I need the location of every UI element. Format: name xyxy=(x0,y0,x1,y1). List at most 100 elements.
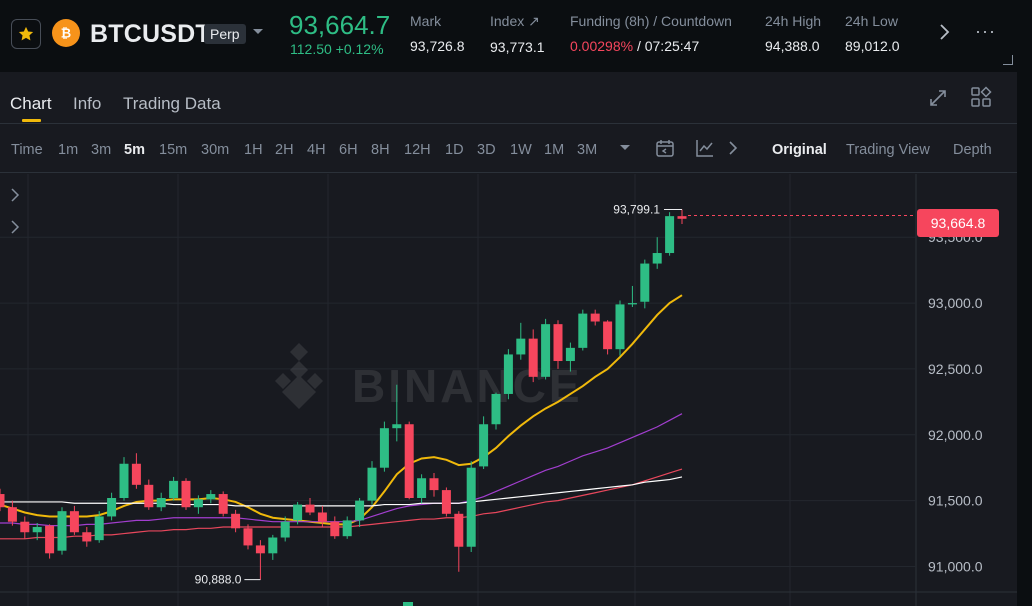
candle-body xyxy=(293,504,303,521)
ticker-header: ₿ BTCUSDT Perp 93,664.7 112.50 +0.12% Ma… xyxy=(0,0,1032,68)
chart-panel: Chart Info Trading Data Time 1m 3m 5m 15… xyxy=(0,72,1017,606)
price-tick-label: 91,000.0 xyxy=(928,558,983,574)
fullscreen-icon[interactable] xyxy=(928,88,948,108)
candle-body xyxy=(565,347,575,362)
index-price-stat[interactable]: Index ↗ 93,773.1 xyxy=(490,13,545,55)
tab-chart[interactable]: Chart xyxy=(10,94,52,113)
high-value: 94,388.0 xyxy=(765,38,820,54)
candle-body xyxy=(429,478,439,491)
mark-label: Mark xyxy=(410,13,442,29)
candle-body xyxy=(243,528,253,546)
volume-hint xyxy=(403,602,413,606)
index-value: 93,773.1 xyxy=(490,39,545,55)
chevron-right-icon[interactable] xyxy=(10,220,20,234)
timeframe-5m[interactable]: 5m xyxy=(124,142,145,158)
funding-label: Funding (8h) / Countdown xyxy=(570,13,732,29)
price-tick-label: 91,500.0 xyxy=(928,493,983,509)
timeframe-8h[interactable]: 8H xyxy=(371,142,390,158)
mark-value: 93,726.8 xyxy=(410,38,465,54)
candle-body xyxy=(479,424,489,467)
candle-body xyxy=(82,532,92,542)
candle-body xyxy=(280,521,290,538)
candle-body xyxy=(218,494,228,514)
candle-body xyxy=(45,525,55,554)
candle-body xyxy=(69,511,79,533)
candle-body xyxy=(156,498,166,508)
timeframe-1m[interactable]: 1m xyxy=(58,142,79,158)
timeframe-1w[interactable]: 1W xyxy=(510,142,532,158)
price-chart[interactable]: BINANCE 93,500.0 93,000.0 92,500.0 92,000.0… xyxy=(0,174,1017,606)
candle-body xyxy=(169,480,179,498)
layout-icon[interactable] xyxy=(970,86,992,108)
candle-body xyxy=(640,263,650,302)
binance-logo-icon xyxy=(275,343,323,409)
candlestick-chart[interactable]: BINANCE 93,500.093,000.092,500.092,000.0… xyxy=(0,174,1017,606)
chevron-right-icon[interactable] xyxy=(938,23,950,41)
candle-body xyxy=(528,338,538,377)
timeframe-30m[interactable]: 30m xyxy=(201,142,230,158)
candle-body xyxy=(516,338,526,355)
candle-body xyxy=(107,498,117,517)
timeframe-time[interactable]: Time xyxy=(11,142,43,158)
candle-body xyxy=(615,304,625,350)
calendar-icon[interactable] xyxy=(655,138,675,158)
view-original[interactable]: Original xyxy=(772,142,827,158)
candle-body xyxy=(193,499,203,508)
current-price-tag: 93,664.8 xyxy=(917,209,999,237)
timeframe-3d[interactable]: 3D xyxy=(477,142,496,158)
view-trading-view[interactable]: Trading View xyxy=(846,142,930,158)
low-stat: 24h Low 89,012.0 xyxy=(845,13,900,54)
chevron-down-icon[interactable] xyxy=(252,27,264,37)
candle-body xyxy=(32,526,42,533)
candle-body xyxy=(665,216,675,254)
candle-body xyxy=(206,494,216,500)
timeframe-1d[interactable]: 1D xyxy=(445,142,464,158)
price-tick-label: 92,000.0 xyxy=(928,427,983,443)
panel-tabs: Chart Info Trading Data xyxy=(0,72,1017,124)
candle-body xyxy=(94,516,104,541)
chevron-right-icon[interactable] xyxy=(728,140,738,156)
timeframe-12h[interactable]: 12H xyxy=(404,142,431,158)
mark-price-stat: Mark 93,726.8 xyxy=(410,13,465,54)
candle-body xyxy=(441,490,451,514)
timeframe-1h[interactable]: 1H xyxy=(244,142,263,158)
timeframe-15m[interactable]: 15m xyxy=(159,142,188,158)
timeframe-2h[interactable]: 2H xyxy=(275,142,294,158)
timeframe-6h[interactable]: 6H xyxy=(339,142,358,158)
candle-body xyxy=(677,216,687,219)
timeframe-4h[interactable]: 4H xyxy=(307,142,326,158)
chevron-right-icon[interactable] xyxy=(10,188,20,202)
candle-body xyxy=(627,303,637,305)
ma-line-2 xyxy=(0,468,683,540)
resize-handle[interactable] xyxy=(1003,55,1013,65)
candle-body xyxy=(466,467,476,547)
ma-line-1 xyxy=(0,413,683,527)
candle-body xyxy=(342,520,352,537)
favorite-button[interactable] xyxy=(11,19,41,49)
tab-info[interactable]: Info xyxy=(73,94,102,113)
chart-grid xyxy=(0,174,1017,606)
view-depth[interactable]: Depth xyxy=(953,142,992,158)
symbol-name[interactable]: BTCUSDT xyxy=(90,20,211,48)
candle-body xyxy=(392,424,402,429)
price-axis: 93,500.093,000.092,500.092,000.091,500.0… xyxy=(928,229,983,574)
index-label[interactable]: Index ↗ xyxy=(490,13,540,29)
candle-body xyxy=(20,521,30,533)
timeframe-1m-month[interactable]: 1M xyxy=(544,142,565,158)
candles xyxy=(0,209,687,580)
chart-toolbar: Time 1m 3m 5m 15m 30m 1H 2H 4H 6H 8H 12H… xyxy=(0,125,1017,173)
candle-body xyxy=(57,511,67,551)
candle-body xyxy=(553,324,563,362)
candle-body xyxy=(590,313,600,322)
timeframe-3m-month[interactable]: 3M xyxy=(577,142,598,158)
candle-body xyxy=(119,463,129,498)
tab-trading-data[interactable]: Trading Data xyxy=(123,94,221,113)
more-button[interactable]: ··· xyxy=(975,21,996,41)
candle-body xyxy=(417,478,427,498)
svg-text:₿: ₿ xyxy=(61,27,71,42)
bitcoin-icon: ₿ xyxy=(52,19,80,47)
ma-line-3 xyxy=(0,476,683,507)
timeframe-dropdown-icon[interactable] xyxy=(619,143,631,153)
indicator-icon[interactable] xyxy=(695,138,715,158)
timeframe-3m[interactable]: 3m xyxy=(91,142,112,158)
